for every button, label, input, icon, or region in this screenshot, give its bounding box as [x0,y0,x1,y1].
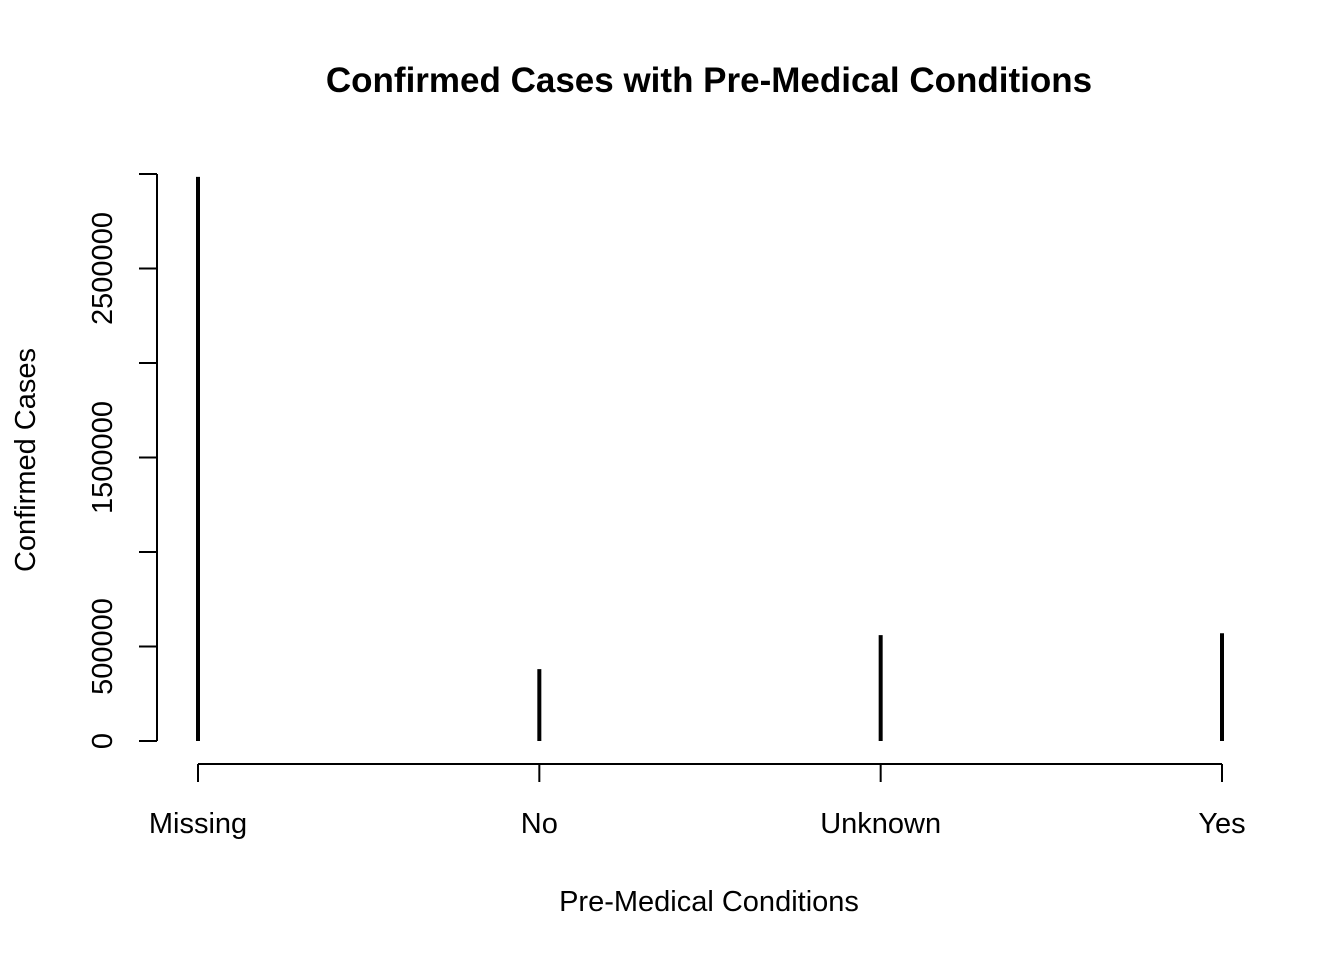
y-tick-label: 0 [87,733,119,749]
x-axis-label: Pre-Medical Conditions [559,886,859,918]
x-tick-label: Missing [149,808,247,840]
bars-group [196,176,1224,741]
x-tick-label: No [521,808,558,840]
x-tick-label: Unknown [820,808,941,840]
y-tick-label: 1500000 [87,401,119,514]
y-axis: 0 500000 1500000 2500000 [87,173,158,749]
y-tick-label: 2500000 [87,212,119,325]
chart-title: Confirmed Cases with Pre-Medical Conditi… [326,61,1092,100]
y-axis-label: Confirmed Cases [10,348,42,572]
x-tick-label: Yes [1198,808,1245,840]
y-tick-label: 500000 [87,598,119,695]
x-axis: Missing No Unknown Yes [149,763,1246,840]
